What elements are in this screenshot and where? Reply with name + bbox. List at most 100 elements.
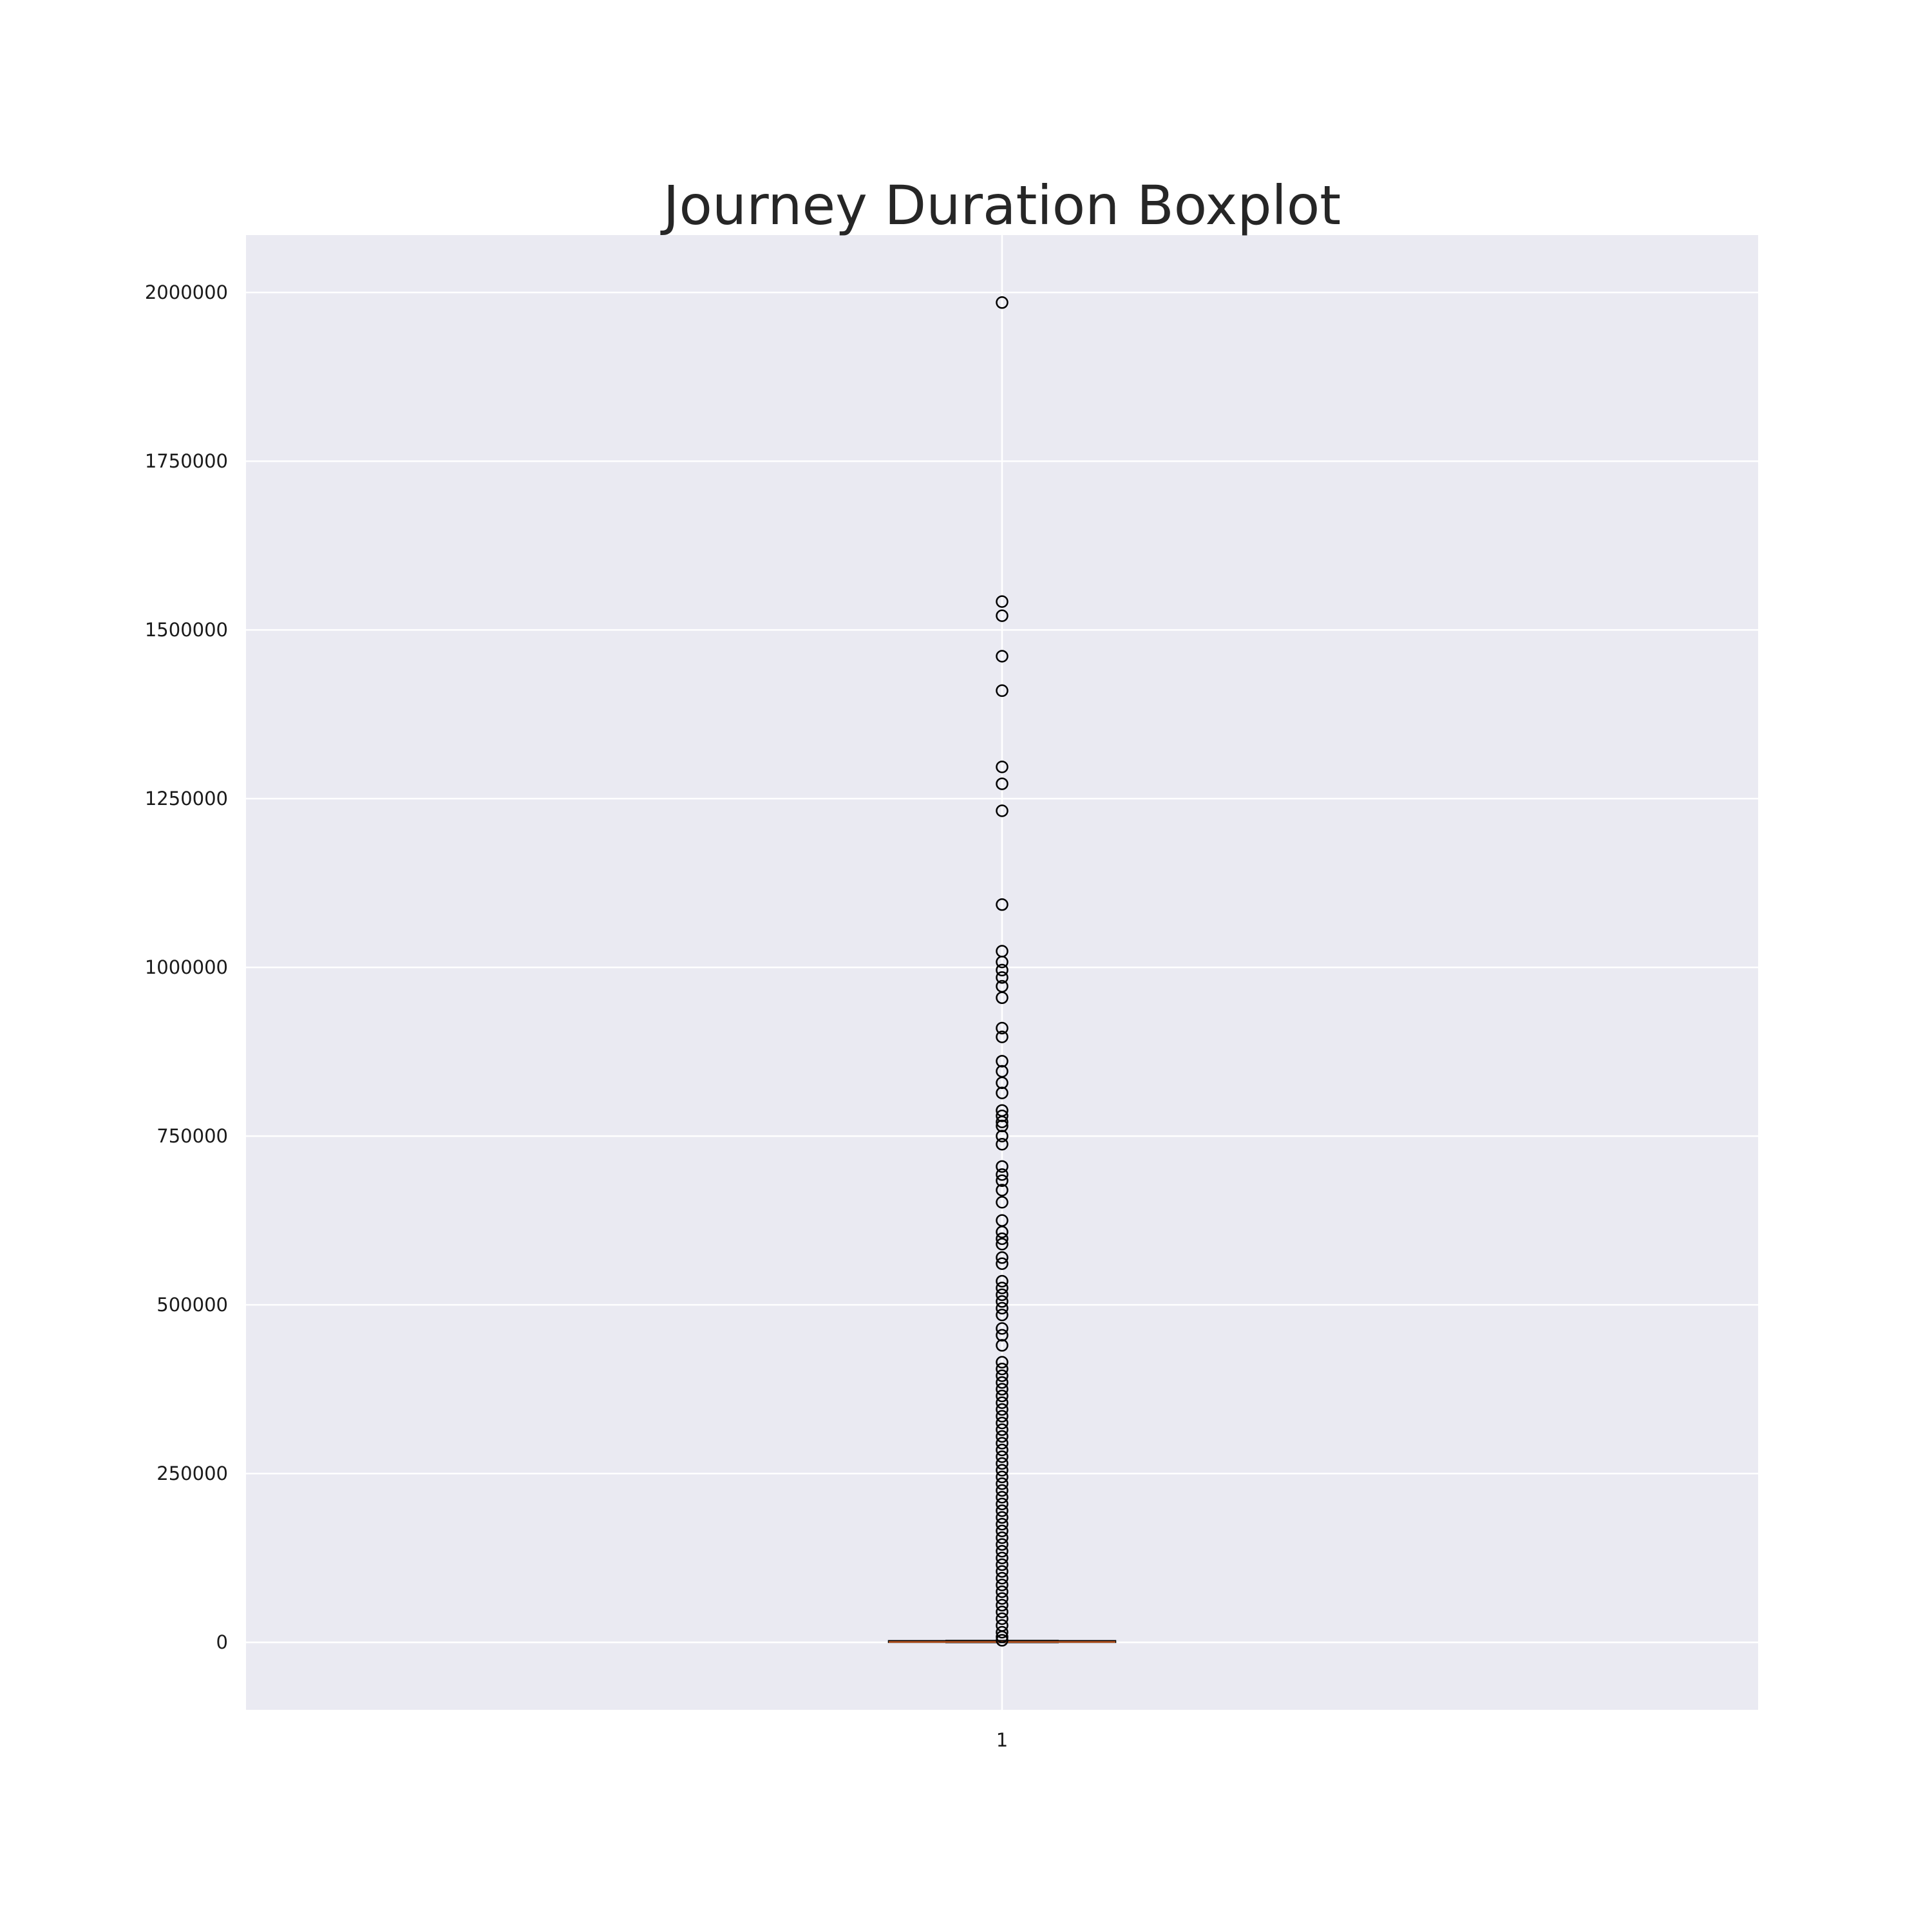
outlier-point [996, 1329, 1009, 1342]
outlier-point [996, 1598, 1009, 1612]
outlier-point [996, 1410, 1009, 1423]
outlier-point [996, 1369, 1009, 1382]
outlier-point [996, 991, 1009, 1005]
outlier-point [996, 1362, 1009, 1376]
outlier-point [996, 1174, 1009, 1188]
outlier-point [996, 1592, 1009, 1605]
outlier-point [996, 1497, 1009, 1511]
y-tick-label: 250000 [156, 1463, 228, 1484]
outlier-point [996, 1274, 1009, 1288]
chart-title: Journey Duration Boxplot [660, 174, 1341, 237]
outlier-point [996, 1288, 1009, 1302]
outlier-point [996, 1238, 1009, 1251]
outlier-point [996, 1383, 1009, 1396]
outlier-point [996, 1477, 1009, 1490]
outlier-point [996, 1585, 1009, 1598]
y-tick-label: 1000000 [145, 956, 228, 978]
outlier-point [996, 1430, 1009, 1443]
outlier-point [996, 1423, 1009, 1436]
outlier-point [996, 971, 1009, 984]
outlier-point [996, 1565, 1009, 1578]
outlier-layer [996, 296, 1009, 1647]
outlier-point [996, 684, 1009, 697]
outlier-point [996, 1403, 1009, 1416]
outlier-point [996, 1309, 1009, 1321]
outlier-point [996, 1396, 1009, 1409]
outlier-point [996, 1389, 1009, 1403]
y-tick-label: 1500000 [145, 619, 228, 641]
outlier-point [996, 1578, 1009, 1591]
outlier-point [996, 1168, 1009, 1181]
outlier-point [996, 1030, 1009, 1043]
outlier-point [996, 804, 1009, 817]
y-tick-label: 500000 [156, 1294, 228, 1316]
grid-layer [246, 235, 1758, 1710]
outlier-point [996, 1226, 1009, 1238]
outlier-point [996, 963, 1009, 977]
outlier-point [996, 1282, 1009, 1294]
outlier-point [996, 1571, 1009, 1585]
outlier-point [996, 1524, 1009, 1538]
outlier-point [996, 1558, 1009, 1571]
outlier-point [996, 1470, 1009, 1484]
tick-layer: 0 250000 500000 750000 1000000 1250000 1500000… [145, 281, 1008, 1751]
outlier-point [996, 1450, 1009, 1463]
outlier-point [996, 1130, 1009, 1142]
outlier-point [996, 595, 1009, 608]
outlier-point [996, 1612, 1009, 1625]
outlier-point [996, 1356, 1009, 1369]
outlier-point [996, 1295, 1009, 1308]
outlier-point [996, 1339, 1009, 1352]
outlier-point [996, 1531, 1009, 1544]
outlier-point [996, 1257, 1009, 1270]
outlier-point [996, 1551, 1009, 1564]
outlier-point [996, 1443, 1009, 1457]
outlier-point [996, 777, 1009, 790]
outlier-point [996, 1544, 1009, 1558]
outlier-point [996, 1160, 1009, 1173]
y-tick-label: 1750000 [145, 450, 228, 472]
outlier-point [996, 1484, 1009, 1497]
y-tick-label: 750000 [156, 1125, 228, 1147]
y-tick-label: 1250000 [145, 788, 228, 810]
outlier-point [996, 1416, 1009, 1430]
outlier-point [996, 296, 1009, 309]
outlier-point [996, 1464, 1009, 1477]
outlier-point [996, 1511, 1009, 1524]
outlier-point [996, 1634, 1009, 1647]
outlier-point [996, 650, 1009, 663]
outlier-point [996, 956, 1009, 969]
y-tick-label: 0 [216, 1631, 228, 1653]
outlier-point [996, 1625, 1009, 1639]
outlier-point [996, 1504, 1009, 1517]
y-tick-label: 2000000 [145, 281, 228, 303]
outlier-point [996, 1196, 1009, 1209]
outlier-point [996, 1055, 1009, 1068]
outlier-point [996, 1137, 1009, 1151]
outlier-point [996, 1076, 1009, 1090]
outlier-point [996, 1605, 1009, 1618]
outlier-point [996, 609, 1009, 622]
outlier-point [996, 1538, 1009, 1551]
outlier-point [996, 761, 1009, 773]
outlier-point [996, 1184, 1009, 1197]
outlier-point [996, 1457, 1009, 1470]
outlier-point [996, 1491, 1009, 1504]
outlier-point [996, 1302, 1009, 1315]
outlier-point [996, 1437, 1009, 1450]
outlier-point [996, 1251, 1009, 1264]
outlier-point [996, 1376, 1009, 1389]
outlier-point [996, 1021, 1009, 1035]
x-tick-label: 1 [996, 1729, 1008, 1751]
outlier-point [996, 1232, 1009, 1245]
outlier-point [996, 1322, 1009, 1335]
outlier-point [996, 1115, 1009, 1128]
outlier-point [996, 898, 1009, 911]
outlier-point [996, 1119, 1009, 1133]
outlier-point [996, 1631, 1009, 1643]
outlier-point [996, 1086, 1009, 1099]
outlier-point [996, 1518, 1009, 1531]
outlier-point [996, 1109, 1009, 1122]
